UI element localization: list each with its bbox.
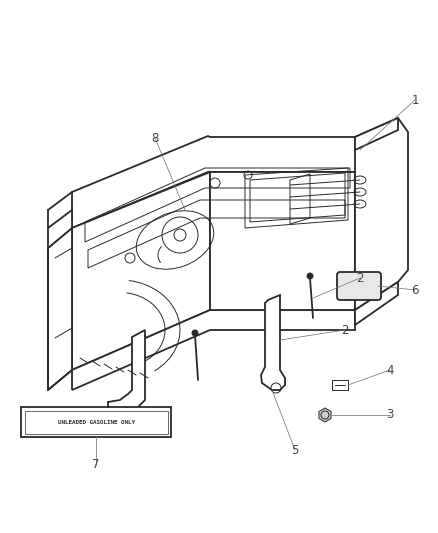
Polygon shape <box>355 118 398 150</box>
Text: 2: 2 <box>356 271 364 285</box>
Text: 4: 4 <box>386 364 394 376</box>
Polygon shape <box>72 172 210 370</box>
Polygon shape <box>355 118 408 310</box>
Text: 7: 7 <box>92 458 100 472</box>
Circle shape <box>307 273 313 279</box>
Polygon shape <box>355 282 398 325</box>
Circle shape <box>192 330 198 336</box>
Polygon shape <box>210 172 355 310</box>
FancyBboxPatch shape <box>21 407 171 437</box>
Text: 3: 3 <box>386 408 394 422</box>
Text: 8: 8 <box>151 132 159 144</box>
Text: 5: 5 <box>291 443 299 456</box>
FancyBboxPatch shape <box>337 272 381 300</box>
Polygon shape <box>48 210 72 248</box>
Text: UNLEADED GASOLINE ONLY: UNLEADED GASOLINE ONLY <box>57 419 134 424</box>
Polygon shape <box>72 136 380 228</box>
Polygon shape <box>108 330 145 418</box>
Polygon shape <box>319 408 331 422</box>
Polygon shape <box>261 295 285 390</box>
Text: 2: 2 <box>341 324 349 336</box>
Polygon shape <box>48 228 72 390</box>
Text: 6: 6 <box>411 284 419 296</box>
Text: 1: 1 <box>411 93 419 107</box>
Polygon shape <box>72 310 355 390</box>
